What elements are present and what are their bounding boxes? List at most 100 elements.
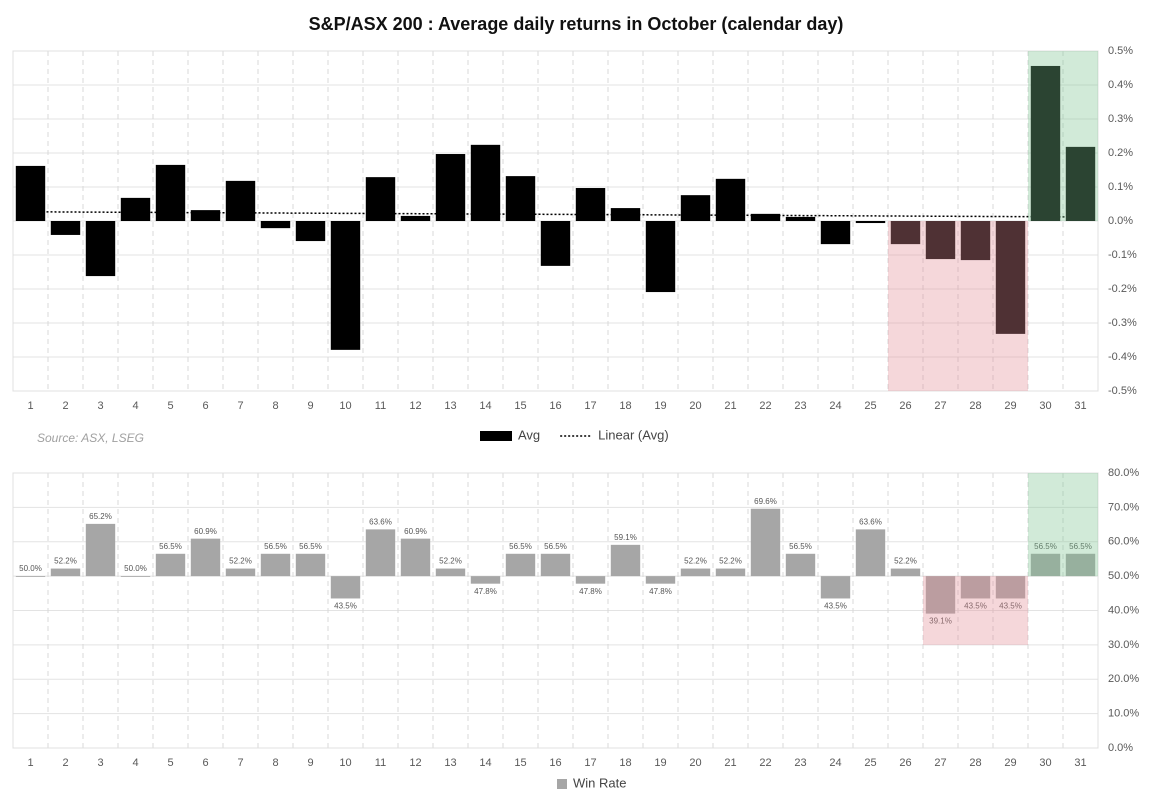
x-tick-label: 8 [272, 757, 278, 769]
data-label: 52.2% [54, 557, 77, 566]
x-tick-label: 22 [759, 400, 771, 412]
x-tick-label: 20 [689, 757, 701, 769]
y-tick-label: 0.4% [1108, 79, 1133, 91]
x-tick-label: 28 [969, 400, 981, 412]
data-label: 47.8% [474, 587, 497, 596]
bar [575, 576, 606, 584]
y-tick-label: 0.0% [1108, 742, 1133, 754]
y-tick-label: 20.0% [1108, 673, 1139, 685]
bar [400, 215, 431, 221]
bar [820, 221, 851, 245]
bar [155, 553, 186, 577]
y-tick-label: 50.0% [1108, 570, 1139, 582]
data-label: 50.0% [19, 564, 42, 573]
x-tick-label: 4 [132, 400, 138, 412]
y-tick-label: 60.0% [1108, 536, 1139, 548]
x-tick-label: 23 [794, 400, 806, 412]
y-tick-label: 0.5% [1108, 45, 1133, 57]
x-tick-label: 8 [272, 400, 278, 412]
bar [505, 553, 536, 577]
chart-title: S&P/ASX 200 : Average daily returns in O… [309, 14, 844, 34]
x-tick-label: 16 [549, 757, 561, 769]
x-tick-label: 13 [444, 757, 456, 769]
x-tick-label: 14 [479, 757, 491, 769]
y-tick-label: -0.3% [1108, 317, 1137, 329]
bar [225, 180, 256, 221]
x-tick-label: 16 [549, 400, 561, 412]
legend-label: Win Rate [573, 775, 626, 790]
x-tick-label: 18 [619, 400, 631, 412]
x-tick-label: 19 [654, 757, 666, 769]
x-tick-label: 14 [479, 400, 491, 412]
y-tick-label: -0.2% [1108, 283, 1137, 295]
x-tick-label: 18 [619, 757, 631, 769]
y-tick-label: 30.0% [1108, 639, 1139, 651]
data-label: 65.2% [89, 512, 112, 521]
highlight-region [888, 221, 1028, 391]
bar [960, 576, 991, 599]
x-tick-label: 27 [934, 400, 946, 412]
bar [190, 538, 221, 577]
bar [85, 221, 116, 277]
x-tick-label: 10 [339, 757, 351, 769]
x-tick-label: 12 [409, 400, 421, 412]
bar [680, 195, 711, 221]
x-tick-label: 30 [1039, 757, 1051, 769]
x-tick-label: 3 [97, 757, 103, 769]
x-tick-label: 29 [1004, 400, 1016, 412]
x-tick-label: 24 [829, 757, 841, 769]
bar [715, 178, 746, 221]
bar [50, 568, 81, 577]
legend-swatch [480, 431, 512, 441]
y-tick-label: 40.0% [1108, 604, 1139, 616]
bar [1065, 146, 1096, 221]
bar [820, 576, 851, 599]
x-tick-label: 25 [864, 400, 876, 412]
plot-frame [12, 472, 1099, 749]
data-label: 39.1% [929, 617, 952, 626]
bar [295, 553, 326, 577]
x-tick-label: 21 [724, 400, 736, 412]
bar [855, 221, 886, 224]
bar [295, 221, 326, 242]
bar [260, 553, 291, 577]
bar [225, 568, 256, 577]
bar [715, 568, 746, 577]
bar [400, 538, 431, 577]
data-label: 43.5% [334, 602, 357, 611]
x-tick-label: 2 [62, 757, 68, 769]
bar [50, 221, 81, 235]
x-tick-label: 6 [202, 400, 208, 412]
x-tick-label: 24 [829, 400, 841, 412]
bar [785, 553, 816, 577]
y-tick-label: -0.4% [1108, 351, 1137, 363]
x-tick-label: 15 [514, 400, 526, 412]
bar [610, 544, 641, 577]
plot-frame [12, 50, 1099, 392]
data-label: 60.9% [404, 527, 427, 536]
legend-label: Linear (Avg) [598, 427, 669, 442]
x-tick-label: 17 [584, 400, 596, 412]
data-label: 63.6% [859, 517, 882, 526]
y-tick-label: 80.0% [1108, 467, 1139, 479]
bar [645, 576, 676, 584]
x-tick-label: 27 [934, 757, 946, 769]
x-tick-label: 9 [307, 757, 313, 769]
bar [330, 576, 361, 599]
x-tick-label: 30 [1039, 400, 1051, 412]
data-label: 69.6% [754, 497, 777, 506]
highlight-region [1028, 51, 1098, 221]
bar [995, 576, 1026, 599]
y-tick-label: -0.1% [1108, 249, 1137, 261]
y-tick-label: 0.2% [1108, 147, 1133, 159]
bar [120, 576, 151, 577]
bar [85, 523, 116, 577]
data-label: 63.6% [369, 517, 392, 526]
data-label: 52.2% [684, 557, 707, 566]
bar [120, 197, 151, 221]
bar [15, 576, 46, 577]
bar [855, 529, 886, 577]
x-tick-label: 4 [132, 757, 138, 769]
bar [890, 568, 921, 577]
